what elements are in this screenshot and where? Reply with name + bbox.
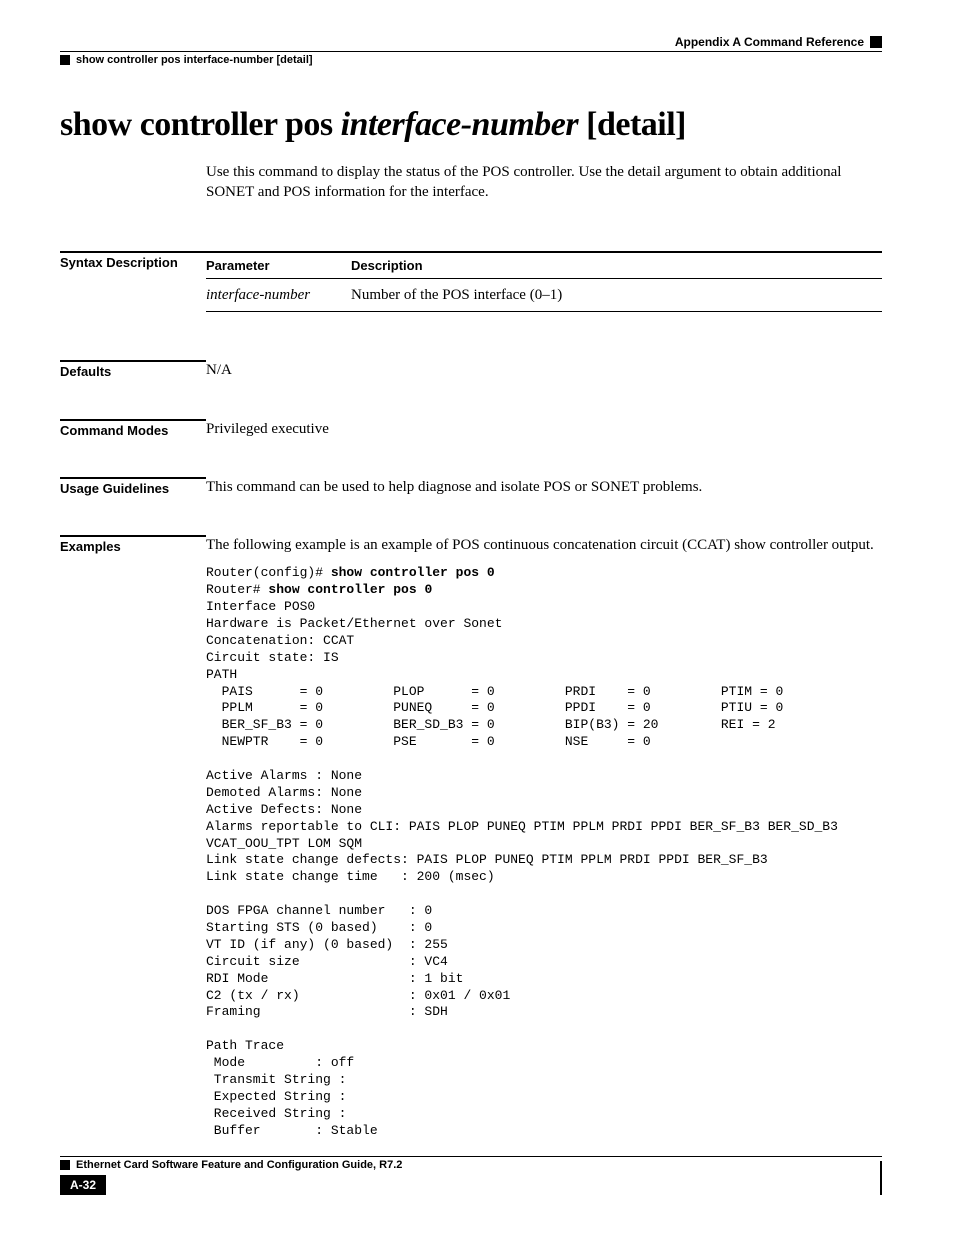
section-usage: Usage Guidelines This command can be use… [60,477,882,497]
footer-square-icon [60,1160,70,1170]
page-number: A-32 [60,1175,106,1195]
examples-intro: The following example is an example of P… [206,535,882,555]
footer-doc-row: Ethernet Card Software Feature and Confi… [60,1156,882,1171]
header-appendix-row: Appendix A Command Reference [60,35,882,52]
syntax-col-parameter: Parameter [206,252,351,279]
footer-doc-title: Ethernet Card Software Feature and Confi… [76,1159,402,1171]
section-label-usage: Usage Guidelines [60,477,206,496]
header-square-icon [870,36,882,48]
syntax-param: interface-number [206,279,351,312]
section-examples: Examples The following example is an exa… [60,535,882,1140]
section-body-modes: Privileged executive [206,419,882,439]
syntax-table: Parameter Description interface-number N… [206,251,882,313]
code-line-1-cmd: show controller pos 0 [331,565,495,580]
section-body-syntax: Parameter Description interface-number N… [206,251,882,313]
title-prefix: show controller pos [60,106,341,143]
footer: Ethernet Card Software Feature and Confi… [60,1156,882,1195]
syntax-desc: Number of the POS interface (0–1) [351,279,882,312]
section-syntax: Syntax Description Parameter Description… [60,251,882,313]
code-line-2-prefix: Router# [206,582,268,597]
appendix-title: Appendix A Command Reference [675,35,864,49]
corner-bar-icon [880,1161,882,1195]
title-suffix: [detail] [578,106,686,143]
section-label-defaults: Defaults [60,360,206,379]
syntax-col-description: Description [351,252,882,279]
header-command: show controller pos interface-number [de… [76,54,313,66]
section-modes: Command Modes Privileged executive [60,419,882,439]
intro-paragraph: Use this command to display the status o… [206,162,882,203]
page-title: show controller pos interface-number [de… [60,106,882,144]
section-label-examples: Examples [60,535,206,554]
section-body-defaults: N/A [206,360,882,380]
section-label-modes: Command Modes [60,419,206,438]
page: Appendix A Command Reference show contro… [0,0,954,1235]
section-body-examples: The following example is an example of P… [206,535,882,1140]
section-defaults: Defaults N/A [60,360,882,380]
title-italic: interface-number [341,106,579,143]
code-block: Router(config)# show controller pos 0 Ro… [206,565,882,1139]
section-label-syntax: Syntax Description [60,251,206,270]
section-body-usage: This command can be used to help diagnos… [206,477,882,497]
header-square-icon [60,55,70,65]
code-body: Interface POS0 Hardware is Packet/Ethern… [206,599,846,1138]
code-line-2-cmd: show controller pos 0 [268,582,432,597]
header-command-row: show controller pos interface-number [de… [60,54,882,66]
code-line-1-prefix: Router(config)# [206,565,331,580]
